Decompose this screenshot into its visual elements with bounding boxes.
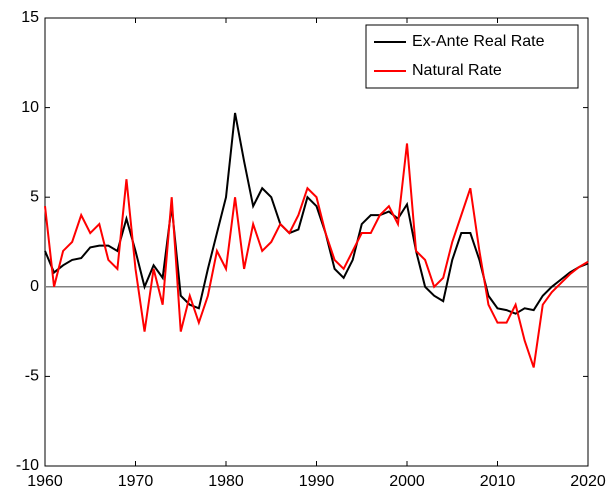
- y-tick-label: -10: [16, 457, 39, 474]
- x-tick-label: 2020: [570, 473, 606, 490]
- x-tick-label: 1990: [299, 473, 335, 490]
- y-tick-label: 0: [30, 278, 39, 295]
- y-tick-label: 5: [30, 188, 39, 205]
- y-tick-label: 15: [21, 9, 39, 26]
- x-tick-label: 2000: [389, 473, 425, 490]
- legend-label: Natural Rate: [412, 62, 502, 79]
- x-tick-label: 2010: [480, 473, 516, 490]
- y-tick-label: -5: [25, 368, 39, 385]
- x-tick-label: 1960: [27, 473, 63, 490]
- legend-box: [365, 24, 579, 89]
- series-line: [44, 143, 589, 368]
- y-tick-label: 10: [21, 99, 39, 116]
- x-tick-label: 1970: [118, 473, 154, 490]
- series-line: [44, 112, 589, 315]
- legend-label: Ex-Ante Real Rate: [412, 33, 545, 50]
- x-tick-label: 1980: [208, 473, 244, 490]
